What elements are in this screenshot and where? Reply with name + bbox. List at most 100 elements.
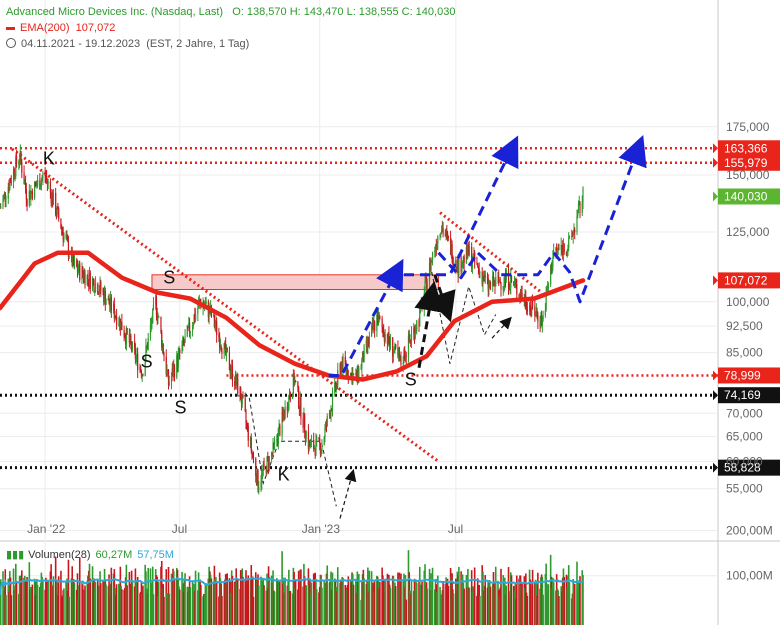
candle-body <box>47 181 49 184</box>
candle-body <box>479 272 481 274</box>
candle-body <box>187 326 189 328</box>
candle-body <box>513 283 516 286</box>
volume-bar <box>210 578 213 625</box>
time-axis: Jan '22 Jul Jan '23 Jul <box>27 522 463 536</box>
candle-body <box>502 286 504 290</box>
volume-bar <box>54 556 57 625</box>
candle-body <box>377 314 379 326</box>
y-tick-label: 92,500 <box>726 319 763 333</box>
volume-bar <box>60 570 62 625</box>
candle-body <box>413 327 415 334</box>
candle-body <box>155 296 158 315</box>
candle-body <box>497 276 499 278</box>
volume-bar <box>131 581 134 625</box>
volume-bar <box>221 595 223 625</box>
candle-body <box>123 330 125 337</box>
candle-body <box>171 368 173 376</box>
candle-body <box>514 283 516 285</box>
candle-body <box>402 362 404 365</box>
candle-body <box>552 257 554 267</box>
price-badge-label: 58,828 <box>724 461 761 475</box>
candle-body <box>44 174 46 176</box>
volume-bar <box>458 566 460 625</box>
candle-body <box>173 366 175 377</box>
candle-body <box>562 243 565 256</box>
volume-bar <box>347 576 350 625</box>
candle-body <box>188 322 190 328</box>
volume-bar <box>84 585 86 625</box>
candle-body <box>229 369 231 374</box>
price-plot-area <box>0 0 718 540</box>
candle-body <box>45 175 47 178</box>
candle-body <box>430 260 432 271</box>
volume-bar <box>273 591 276 625</box>
candle-body <box>349 372 352 379</box>
pattern-label: S <box>405 370 417 390</box>
blue-projection-arrow <box>328 258 404 377</box>
candle-body <box>483 277 485 281</box>
volume-bar <box>300 569 302 625</box>
candle-body <box>97 283 99 294</box>
candle-body <box>258 487 260 491</box>
candle-body <box>267 456 269 458</box>
volume-bar <box>573 583 576 625</box>
downtrend-line <box>11 147 440 463</box>
candle-body <box>240 399 243 404</box>
candle-body <box>365 340 367 347</box>
candle-body <box>462 263 464 268</box>
candle-body <box>147 337 149 350</box>
candle-body <box>541 319 543 326</box>
candle-body <box>182 338 185 343</box>
volume-bar <box>21 570 23 625</box>
instrument-name: Advanced Micro Devices Inc. (Nasdaq, Las… <box>6 6 224 18</box>
candle-body <box>492 276 494 288</box>
candle-body <box>108 297 110 305</box>
candle-body <box>498 276 500 282</box>
candle-body <box>550 265 552 285</box>
candle-body <box>556 249 559 251</box>
volume-bar <box>226 573 228 625</box>
ema-legend: EMA(200) 107,072 <box>6 21 115 35</box>
volume-bar <box>200 584 202 625</box>
volume-bar <box>57 576 60 625</box>
volume-bar <box>489 586 492 625</box>
candle-body <box>421 302 423 310</box>
candle-body <box>379 317 381 319</box>
candle-body <box>350 372 352 374</box>
volume-bar <box>526 595 529 625</box>
candle-body <box>457 259 459 276</box>
price-badge <box>718 367 780 384</box>
candle-body <box>223 343 225 354</box>
candle-body <box>279 425 281 436</box>
candle-body <box>103 291 105 303</box>
candle-body <box>473 252 475 256</box>
volume-bar <box>78 557 81 625</box>
candle-body <box>12 169 15 183</box>
candle-body <box>331 392 334 411</box>
candle-body <box>437 236 439 244</box>
candle-body <box>355 373 357 375</box>
volume-bars-icon: ▮▮▮ <box>6 549 25 561</box>
candle-body <box>51 193 53 203</box>
candle-body <box>152 308 154 324</box>
candle-body <box>415 330 417 332</box>
candle-body <box>246 423 249 426</box>
candle-body <box>573 229 575 232</box>
volume-tick-label: 100,00M <box>726 569 773 583</box>
candle-body <box>451 244 453 262</box>
y-tick-label: 125,000 <box>726 225 770 239</box>
candle-body <box>15 156 17 176</box>
volume-bar <box>500 568 502 625</box>
candle-body <box>288 395 290 410</box>
candle-body <box>39 179 41 190</box>
volume-bar <box>257 585 260 625</box>
price-badge-pointer <box>713 143 718 154</box>
candle-body <box>418 320 420 326</box>
candle-body <box>150 323 152 325</box>
volume-bar <box>184 573 186 625</box>
candle-body <box>404 349 406 360</box>
candle-body <box>82 274 85 280</box>
candle-body <box>461 267 463 272</box>
candle-body <box>161 332 163 348</box>
